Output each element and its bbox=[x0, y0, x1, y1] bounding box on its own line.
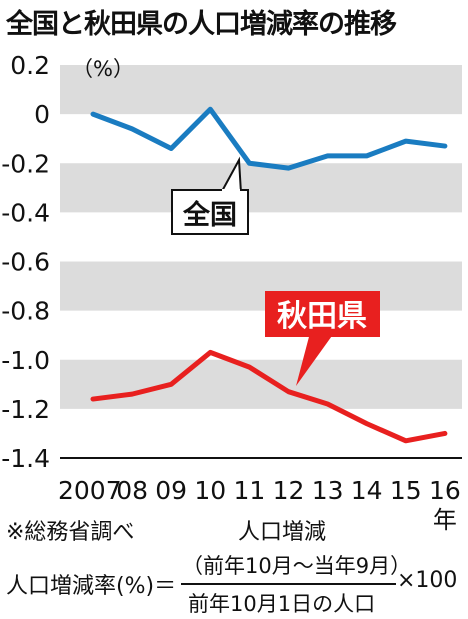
x-tick-label: 08 bbox=[116, 476, 148, 505]
x-tick-label: 13 bbox=[312, 476, 344, 505]
x-axis-unit-label: 年 bbox=[433, 506, 457, 534]
series-lines bbox=[90, 106, 448, 444]
y-tick-label: -0.8 bbox=[1, 297, 50, 326]
y-tick-label: 0 bbox=[34, 100, 50, 129]
y-tick-labels: 0.2 0 -0.2 -0.4 -0.6 -0.8 -1.0 -1.2 -1.4 bbox=[1, 51, 50, 473]
grid-bands bbox=[60, 65, 462, 409]
x-tick-label: 11 bbox=[233, 476, 265, 505]
x-tick-label: 14 bbox=[351, 476, 383, 505]
y-tick-label: -1.2 bbox=[1, 395, 50, 424]
grid-band bbox=[60, 359, 462, 409]
grid-band bbox=[60, 65, 462, 115]
formula-denominator: 前年10月1日の人口 bbox=[188, 592, 376, 616]
y-tick-label: -1.0 bbox=[1, 346, 50, 375]
x-tick-label: 09 bbox=[155, 476, 187, 505]
y-tick-label: -0.6 bbox=[1, 248, 50, 277]
source-note: ※総務省調べ bbox=[6, 520, 135, 545]
series-line bbox=[90, 106, 448, 171]
callout-pointer bbox=[296, 333, 334, 386]
grid-band bbox=[60, 163, 462, 213]
chart-title: 全国と秋田県の人口増減率の推移 bbox=[6, 9, 397, 40]
x-tick-label: 10 bbox=[194, 476, 226, 505]
series-label: 全国 bbox=[182, 199, 237, 231]
formula-multiplier: ×100 bbox=[397, 568, 458, 593]
formula-fraction-line bbox=[181, 583, 396, 585]
y-tick-label: -0.2 bbox=[1, 149, 50, 178]
x-tick-label: 12 bbox=[273, 476, 305, 505]
grid-band bbox=[60, 261, 462, 311]
y-tick-label: 0.2 bbox=[10, 51, 50, 80]
formula-numerator-period: （前年10月～当年9月） bbox=[182, 554, 412, 578]
y-tick-label: -1.4 bbox=[1, 444, 50, 473]
callout-box bbox=[265, 291, 380, 337]
x-tick-label: 2007 bbox=[58, 476, 122, 505]
formula-numerator: 人口増減 bbox=[238, 520, 327, 545]
x-tick-label: 16 bbox=[429, 476, 461, 505]
y-tick-label: -0.4 bbox=[1, 198, 50, 227]
y-axis-unit-label: （%） bbox=[72, 57, 134, 81]
series-line bbox=[90, 349, 448, 444]
x-tick-label: 15 bbox=[390, 476, 422, 505]
series-label: 秋田県 bbox=[277, 299, 367, 334]
callout-box bbox=[171, 189, 249, 235]
callout-joint bbox=[222, 189, 240, 193]
formula-label: 人口増減率(%)＝ bbox=[6, 574, 177, 599]
